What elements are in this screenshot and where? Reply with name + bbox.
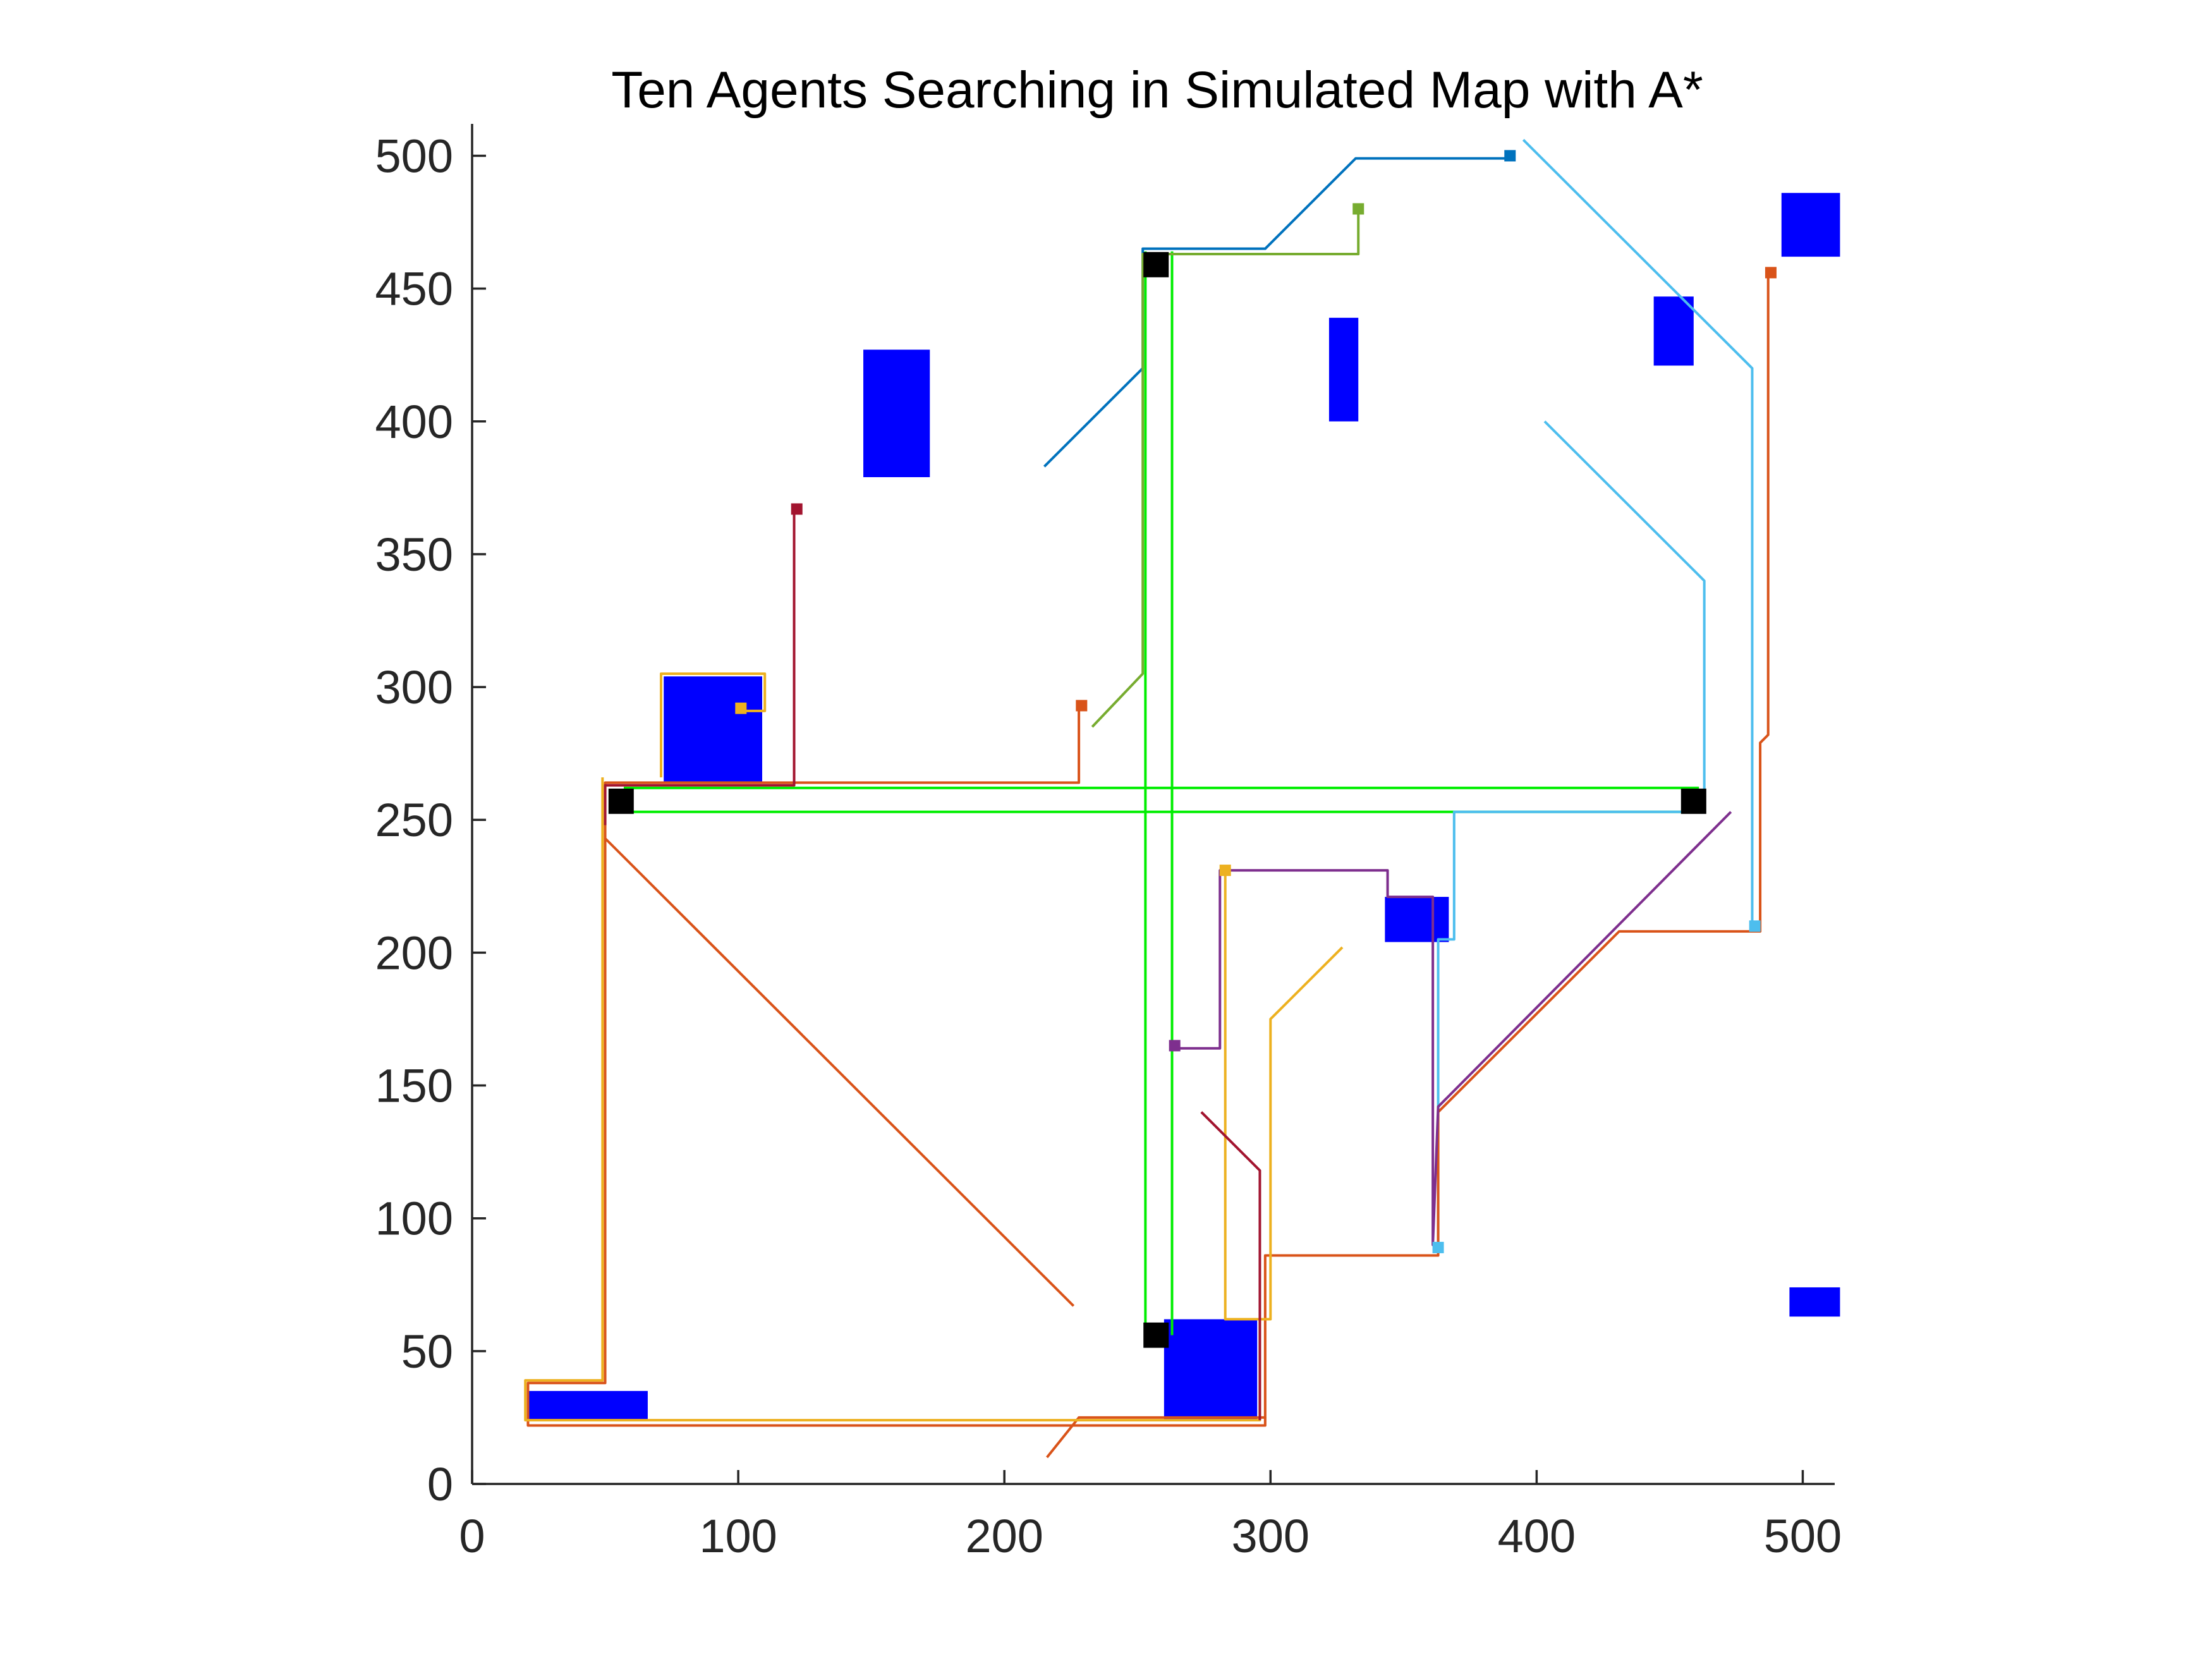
y-tick-label-500: 500 [375,130,453,182]
x-tick-label-100: 100 [699,1510,777,1562]
obstacle-9 [1789,1287,1840,1317]
agent-endpoints-layer [735,150,1777,1253]
agent-path-6 [604,708,1081,1307]
axes: 0 100 200 300 400 500 0 50 100 150 200 250 300 350 40… [375,124,1842,1562]
obstacle-7 [1164,1319,1258,1421]
agent-endpoint-4 [1432,1241,1444,1253]
obstacle-3 [1328,317,1359,422]
y-tick-label-250: 250 [375,794,453,846]
center-marker-2 [1143,252,1169,277]
obstacle-6 [1385,897,1449,942]
center-marker-1 [608,788,634,814]
centers-layer [608,252,1706,1348]
y-tick-label-300: 300 [375,661,453,714]
obstacle-1 [863,349,930,478]
y-tick-label-100: 100 [375,1193,453,1245]
agent-path-1 [1043,157,1510,468]
agent-path-4 [1437,420,1706,1251]
agent-path-11 [1174,811,1732,1246]
center-marker-4 [1143,1322,1169,1348]
chart-title: Ten Agents Searching in Simulated Map wi… [611,61,1703,119]
y-tick-label-350: 350 [375,528,453,581]
agent-endpoint-12 [791,503,803,515]
agent-endpoint-8 [1219,865,1231,877]
y-tick-label-200: 200 [375,927,453,979]
agent-endpoint-5 [1765,267,1777,279]
x-tick-label-200: 200 [965,1510,1043,1562]
x-tick-label-0: 0 [459,1510,485,1562]
x-ticks: 0 100 200 300 400 500 [459,1470,1842,1562]
agent-endpoint-1 [1504,150,1516,162]
obstacle-4 [1653,296,1694,366]
agent-paths-layer [524,138,1770,1459]
obstacle-5 [1781,193,1840,257]
obstacles-layer [528,193,1840,1421]
x-tick-label-500: 500 [1764,1510,1842,1562]
x-tick-label-400: 400 [1498,1510,1576,1562]
agent-endpoint-10 [735,702,747,714]
obstacle-8 [528,1390,648,1421]
center-marker-3 [1680,788,1706,814]
obstacle-2 [664,676,762,783]
agent-path-13 [1200,1111,1261,1421]
agent-path-3 [1522,138,1754,927]
y-tick-label-50: 50 [401,1325,453,1378]
y-tick-label-450: 450 [375,263,453,315]
x-tick-label-300: 300 [1232,1510,1310,1562]
y-ticks: 0 50 100 150 200 250 300 350 400 450 500 [375,130,486,1510]
agent-endpoint-2 [1352,203,1364,215]
agent-endpoint-11 [1169,1040,1181,1052]
y-tick-label-400: 400 [375,396,453,448]
agent-path-2 [1091,211,1360,728]
agent-path-8 [1224,870,1344,1321]
y-tick-label-150: 150 [375,1060,453,1112]
y-tick-label-0: 0 [427,1458,453,1510]
agent-endpoint-3 [1749,920,1761,932]
agent-path-10 [659,672,767,777]
agent-path-12 [604,511,796,825]
agent-endpoint-6 [1076,700,1088,712]
agent-path-7 [526,838,1267,1427]
